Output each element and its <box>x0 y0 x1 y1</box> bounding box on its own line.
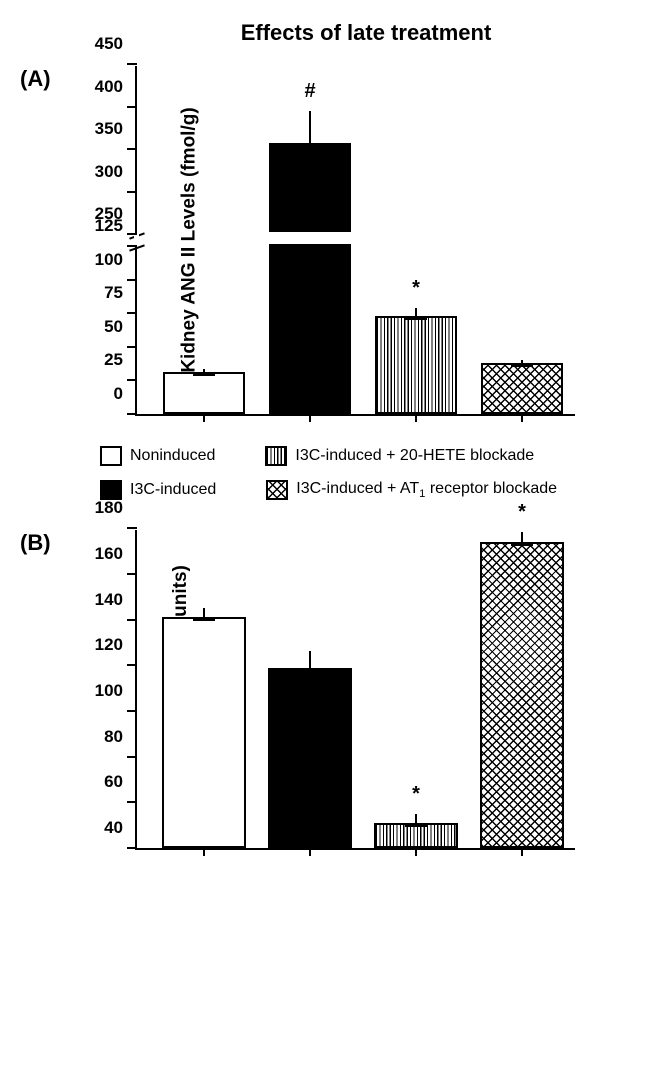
figure-title: Effects of late treatment <box>80 20 652 46</box>
bar-annotation: * <box>412 277 420 300</box>
bar: * <box>480 542 564 848</box>
legend-label: Noninduced <box>130 447 215 465</box>
legend-swatch <box>266 480 288 500</box>
legend-item-hete: I3C-induced + 20-HETE blockade <box>265 446 534 466</box>
chart-a-bars: #* <box>137 66 575 414</box>
panel-b: (B) Plasma ACE Activity (units) ** 40608… <box>20 530 652 850</box>
legend-label: I3C-induced <box>130 481 216 499</box>
panel-a: (A) Kidney ANG II Levels (fmol/g) #* 025… <box>20 66 652 416</box>
y-tick-label: 50 <box>104 317 123 337</box>
y-tick-label: 100 <box>95 250 123 270</box>
bar: * <box>375 316 457 414</box>
bar: # <box>269 143 351 414</box>
bar-annotation: * <box>518 501 526 524</box>
y-tick-label: 250 <box>95 204 123 224</box>
legend-item-i3c: I3C-induced <box>100 480 216 500</box>
y-tick-label: 40 <box>104 818 123 838</box>
y-tick-label: 180 <box>95 498 123 518</box>
bar <box>481 363 563 414</box>
legend-item-at1: I3C-induced + AT1 receptor blockade <box>266 480 557 500</box>
y-tick-label: 120 <box>95 635 123 655</box>
legend: Noninduced I3C-induced + 20-HETE blockad… <box>100 446 652 500</box>
y-tick-label: 350 <box>95 119 123 139</box>
panel-a-label: (A) <box>20 66 51 92</box>
y-tick-label: 0 <box>114 384 123 404</box>
y-tick-label: 400 <box>95 77 123 97</box>
y-tick-label: 300 <box>95 162 123 182</box>
legend-label: I3C-induced + AT1 receptor blockade <box>296 480 557 500</box>
y-tick-label: 75 <box>104 283 123 303</box>
legend-label: I3C-induced + 20-HETE blockade <box>295 447 534 465</box>
legend-item-noninduced: Noninduced <box>100 446 215 466</box>
chart-b-bars: ** <box>137 530 575 848</box>
y-tick-label: 140 <box>95 590 123 610</box>
bar <box>162 617 246 848</box>
bar <box>268 668 352 849</box>
y-tick-label: 25 <box>104 350 123 370</box>
bar-annotation: * <box>412 783 420 806</box>
chart-a-area: Kidney ANG II Levels (fmol/g) #* 0255075… <box>135 66 575 416</box>
legend-swatch <box>100 480 122 500</box>
legend-swatch <box>100 446 122 466</box>
y-tick-label: 160 <box>95 544 123 564</box>
y-tick-label: 100 <box>95 681 123 701</box>
y-tick-label: 450 <box>95 34 123 54</box>
chart-b-area: Plasma ACE Activity (units) ** 406080100… <box>135 530 575 850</box>
panel-b-label: (B) <box>20 530 51 556</box>
bar <box>163 372 245 414</box>
legend-swatch <box>265 446 287 466</box>
y-tick-label: 80 <box>104 727 123 747</box>
bar: * <box>374 823 458 848</box>
y-tick-label: 60 <box>104 772 123 792</box>
bar-annotation: # <box>304 80 315 103</box>
